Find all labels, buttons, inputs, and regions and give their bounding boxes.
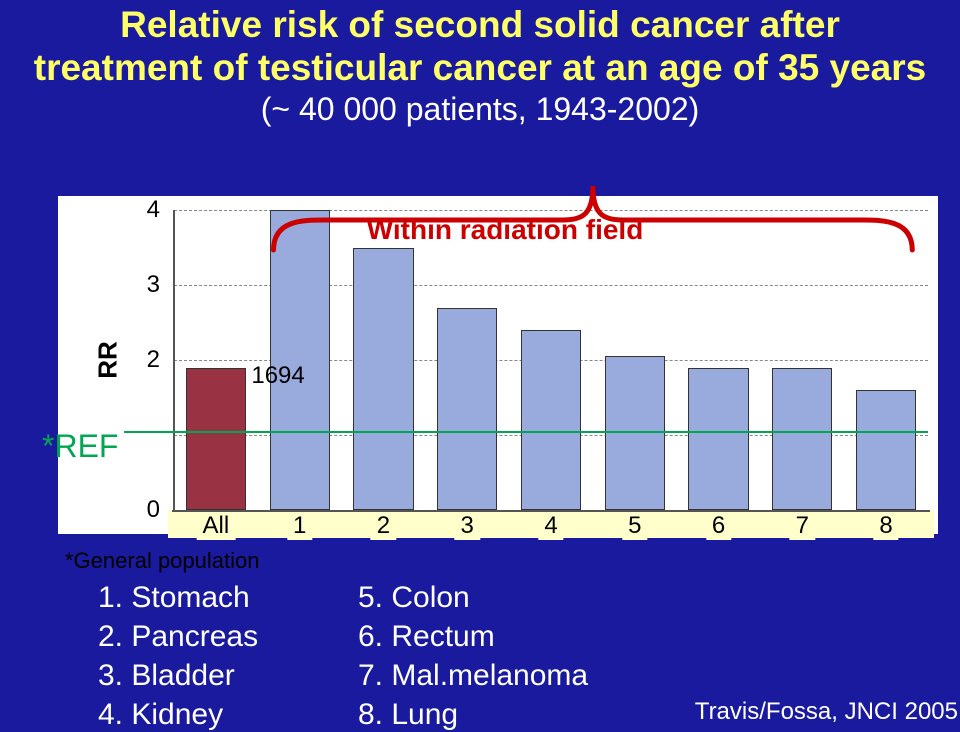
slide-subtitle: (~ 40 000 patients, 1943-2002) xyxy=(0,91,960,128)
slide-title: Relative risk of second solid cancer aft… xyxy=(0,0,960,89)
x-tick-label: 2 xyxy=(371,512,396,540)
legend-item-8: 8. Lung xyxy=(358,695,588,732)
chart-bar xyxy=(772,368,832,511)
legend-item-3: 3. Bladder xyxy=(98,656,258,695)
chart-bar xyxy=(270,210,330,510)
legend-item-2: 2. Pancreas xyxy=(98,617,258,656)
x-tick-label: 6 xyxy=(706,512,731,540)
chart-bar xyxy=(856,390,916,510)
y-tick-label: 2 xyxy=(147,346,160,374)
y-axis-line xyxy=(173,210,175,512)
within-radiation-label: Within radiation field xyxy=(367,214,644,246)
y-tick-label: 3 xyxy=(147,271,160,299)
title-line-2: treatment of testicular cancer at an age… xyxy=(34,47,926,88)
legend-item-5: 5. Colon xyxy=(358,578,588,617)
legend-left-column: 1. Stomach 2. Pancreas 3. Bladder 4. Kid… xyxy=(98,578,258,732)
x-axis-line xyxy=(172,510,930,512)
slide: Relative risk of second solid cancer aft… xyxy=(0,0,960,732)
chart-bar xyxy=(437,308,497,511)
x-tick-label: 8 xyxy=(873,512,898,540)
x-tick-label: 3 xyxy=(455,512,480,540)
chart-bar xyxy=(186,368,246,511)
y-tick-label: 4 xyxy=(147,196,160,224)
y-axis-title: RR xyxy=(93,341,124,379)
chart-panel: RR 0234All123456781694Within radiation f… xyxy=(58,196,938,534)
y-tick-label: 0 xyxy=(147,496,160,524)
legend-right-column: 5. Colon 6. Rectum 7. Mal.melanoma 8. Lu… xyxy=(358,578,588,732)
x-tick-label: 4 xyxy=(538,512,563,540)
citation: Travis/Fossa, JNCI 2005 xyxy=(695,698,958,726)
general-population-footnote: *General population xyxy=(65,548,259,574)
legend-item-1: 1. Stomach xyxy=(98,578,258,617)
title-line-1: Relative risk of second solid cancer aft… xyxy=(120,4,840,45)
bar-annotation: 1694 xyxy=(251,362,304,390)
ref-label: *REF xyxy=(42,428,118,465)
chart-bar xyxy=(353,248,413,511)
chart-bar xyxy=(521,330,581,510)
ref-line xyxy=(124,431,928,433)
x-tick-label: 5 xyxy=(622,512,647,540)
x-tick-label: 7 xyxy=(790,512,815,540)
legend-item-6: 6. Rectum xyxy=(358,617,588,656)
chart-bar xyxy=(688,368,748,511)
legend-item-4: 4. Kidney xyxy=(98,695,258,732)
legend-item-7: 7. Mal.melanoma xyxy=(358,656,588,695)
x-tick-label: All xyxy=(197,512,236,540)
x-tick-label: 1 xyxy=(287,512,312,540)
chart-plot: RR 0234All123456781694Within radiation f… xyxy=(174,210,928,510)
